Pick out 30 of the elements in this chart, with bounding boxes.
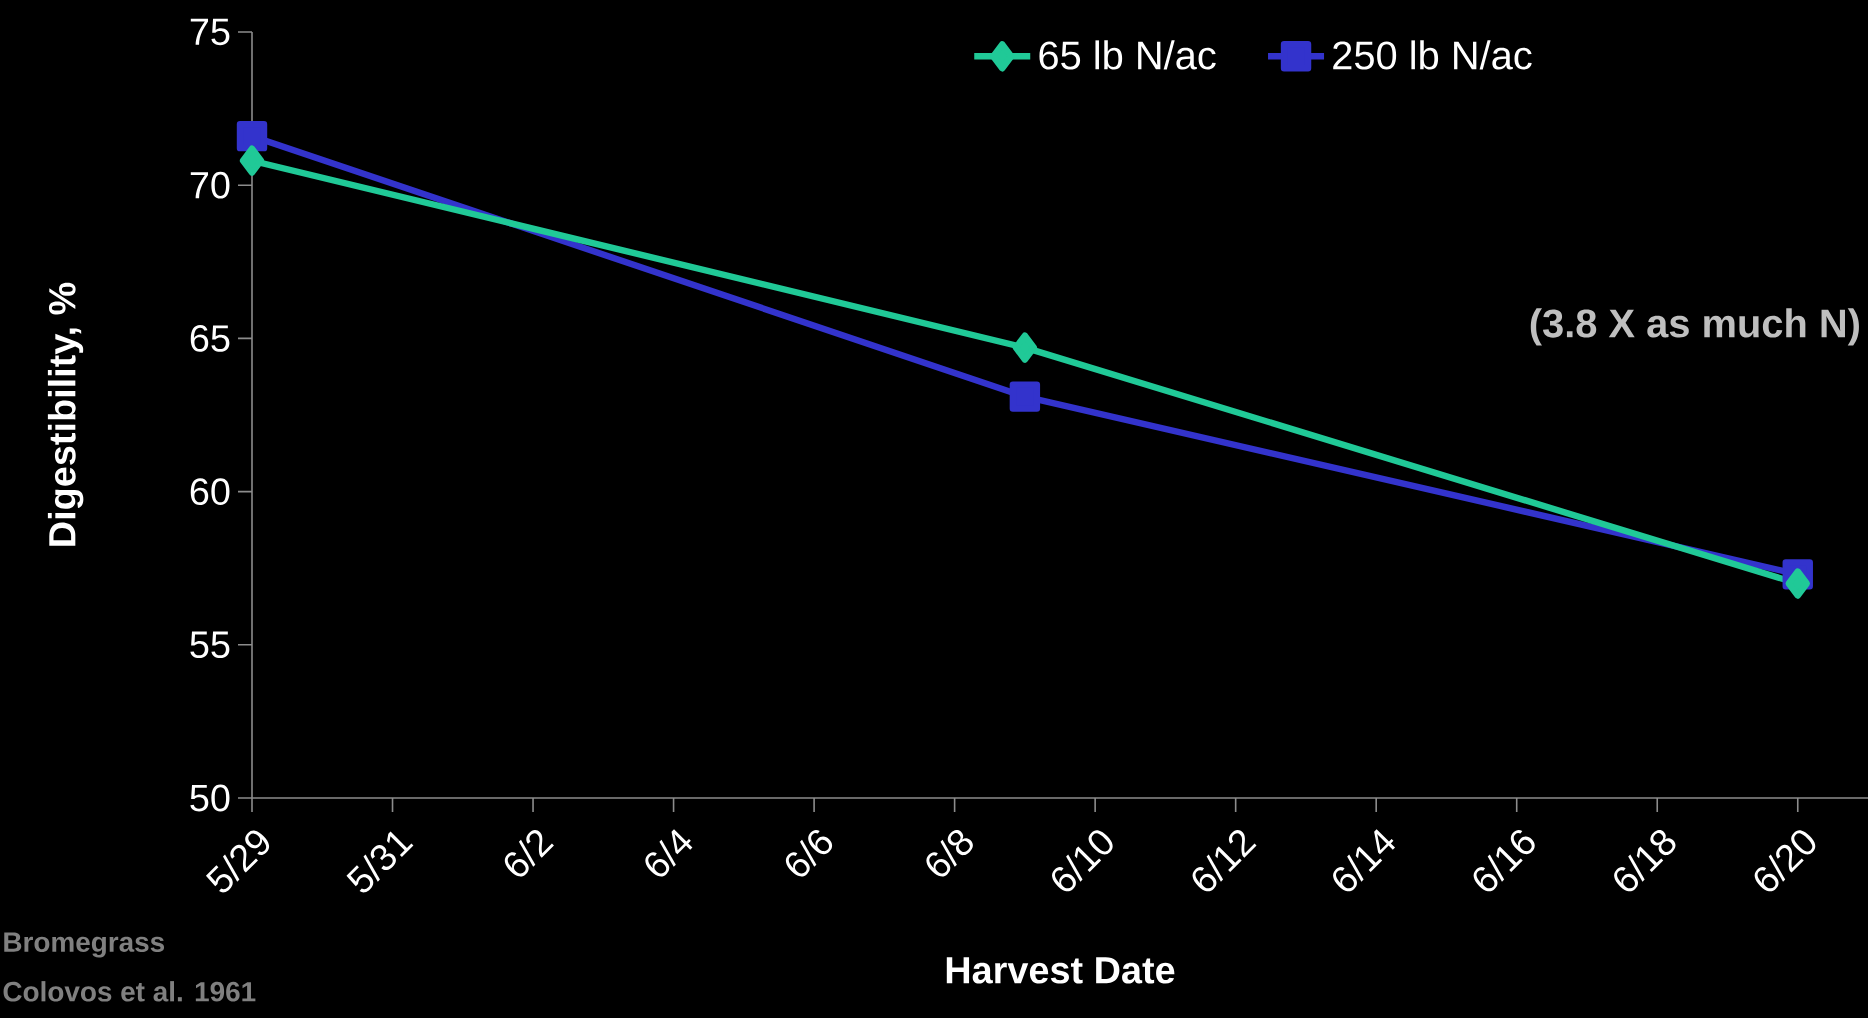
annotation: (3.8 X as much N) <box>1530 308 1859 346</box>
x-tick-label: 6/12 <box>1192 829 1257 892</box>
x-tick-label: 6/18 <box>1614 829 1676 892</box>
x-tick-label: 6/2 <box>504 829 554 877</box>
x-tick-label: 6/16 <box>1473 829 1535 892</box>
x-tick-label: 5/31 <box>346 831 414 893</box>
x-tick-label: 6/20 <box>1754 830 1816 892</box>
x-tick-label: 6/14 <box>1333 829 1396 892</box>
x-tick-label: 6/6 <box>785 829 833 877</box>
point <box>1009 381 1041 412</box>
legend-label: 65 lb N/ac <box>1039 40 1216 70</box>
y-tick-label: 75 <box>190 18 230 46</box>
point <box>1785 568 1810 599</box>
point <box>1012 332 1038 363</box>
text: Bromegrass <box>4 932 165 958</box>
x-tick-label: 6/4 <box>645 829 693 877</box>
legend-label: 250 lb N/ac <box>1333 40 1532 70</box>
x-tick-label: 5/29 <box>205 830 270 893</box>
x-tick-label: 6/8 <box>926 829 973 877</box>
y-tick-label: 70 <box>190 171 230 199</box>
x-tick-label: 6/10 <box>1052 830 1113 892</box>
y-tick-label: 55 <box>190 631 230 659</box>
x-axis-title: Harvest Date <box>946 957 1175 984</box>
point <box>239 145 265 176</box>
y-tick-label: 65 <box>190 324 230 352</box>
text: Colovos et al. 1961 <box>3 981 256 1002</box>
y-tick-label: 60 <box>190 478 230 506</box>
y-axis-title: Digestibility, % <box>47 282 84 546</box>
y-tick-label: 50 <box>190 784 230 812</box>
point <box>236 120 268 152</box>
